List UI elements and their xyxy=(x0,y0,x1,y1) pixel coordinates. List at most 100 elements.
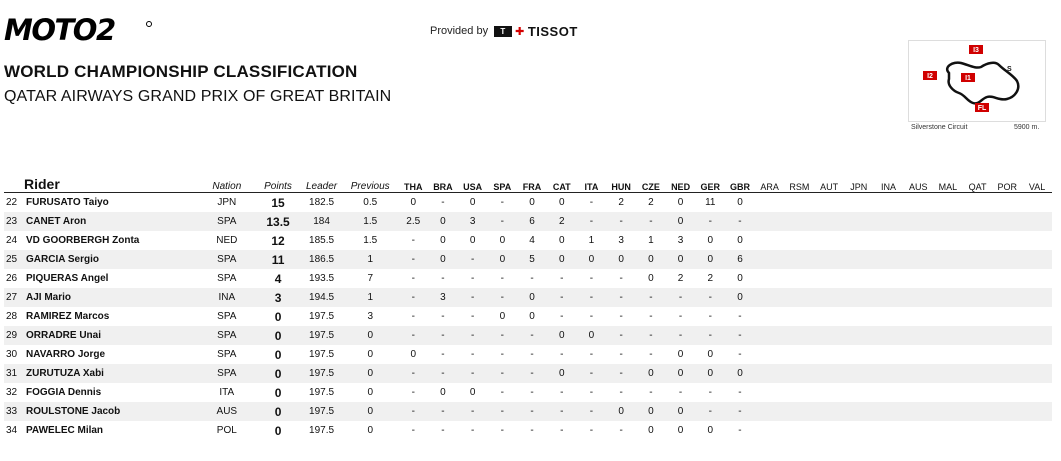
svg-text:I2: I2 xyxy=(927,73,933,80)
race-result-por xyxy=(992,231,1022,250)
race-result-qat xyxy=(962,250,993,269)
rider-cell: 27 AJI Mario xyxy=(4,288,199,307)
position-number: 29 xyxy=(6,330,18,341)
race-result-rsm xyxy=(785,383,815,402)
race-result-spa: - xyxy=(500,273,505,284)
race-result-ara xyxy=(754,288,785,307)
previous-gap-cell: 0 xyxy=(367,425,373,436)
previous-gap-cell: 0 xyxy=(342,364,399,383)
header-race-jpn: JPN xyxy=(843,172,874,193)
header-race-ned: NED xyxy=(665,172,696,193)
race-result-ara xyxy=(754,326,785,345)
position-number: 24 xyxy=(6,235,18,246)
position-number: 31 xyxy=(6,368,18,379)
points-cell: 4 xyxy=(274,271,282,286)
sponsor-name: TISSOT xyxy=(527,23,578,39)
race-result-rsm xyxy=(784,250,815,269)
race-result-jpn xyxy=(843,402,874,421)
race-result-aus xyxy=(903,288,934,307)
race-result-qat xyxy=(963,269,993,288)
race-result-por xyxy=(992,383,1022,402)
race-result-bra: - xyxy=(428,326,458,345)
race-result-spa: 0 xyxy=(499,311,506,322)
points-cell: 0 xyxy=(274,347,282,362)
race-result-aus xyxy=(903,212,934,231)
header-race-aus: AUS xyxy=(903,172,934,193)
rider-cell: 25 GARCIA Sergio xyxy=(4,250,199,269)
race-result-mal xyxy=(933,288,963,307)
race-result-ina xyxy=(873,288,904,307)
race-result-val xyxy=(1022,421,1052,440)
position-number: 23 xyxy=(6,216,18,227)
race-result-fra: - xyxy=(530,349,534,360)
race-result-tha: - xyxy=(398,364,429,383)
sector-marker-i2: I2 xyxy=(923,71,937,80)
previous-gap-cell: 1 xyxy=(342,288,399,307)
start-marker: S xyxy=(1007,66,1012,73)
table-row: 26 PIQUERAS Angel SPA 4 193.5 7 - - - - - - - - 0 2 2 0 xyxy=(4,269,1052,288)
race-result-ara xyxy=(755,345,785,364)
race-result-ara xyxy=(755,307,785,326)
rider-cell: 31 ZURUTUZA Xabi xyxy=(4,364,199,383)
rider-name: CANET Aron xyxy=(26,216,87,227)
race-result-ned: 3 xyxy=(677,235,684,246)
race-result-ita: - xyxy=(589,349,594,360)
leader-gap-cell: 186.5 xyxy=(301,250,343,269)
race-result-ara xyxy=(754,250,785,269)
race-result-cze: - xyxy=(649,349,653,360)
race-result-cze: - xyxy=(636,326,666,345)
race-result-gbr: - xyxy=(725,402,755,421)
rider-name: VD GOORBERGH Zonta xyxy=(26,235,140,246)
race-result-ned: 0 xyxy=(677,197,684,208)
race-result-ita: - xyxy=(589,197,594,208)
header-race-fra: FRA xyxy=(517,172,547,193)
race-result-jpn xyxy=(844,421,874,440)
race-result-por xyxy=(992,288,1023,307)
race-result-jpn xyxy=(843,212,874,231)
race-result-mal xyxy=(933,345,963,364)
table-row: 24 VD GOORBERGH Zonta NED 12 185.5 1.5 - 0 0 0 4 0 1… xyxy=(4,231,1052,250)
nation-cell: AUS xyxy=(198,402,255,421)
race-result-mal xyxy=(933,307,963,326)
race-result-aut xyxy=(814,288,844,307)
race-result-aut xyxy=(814,326,844,345)
race-result-spa: - xyxy=(487,326,518,345)
race-result-fra: 5 xyxy=(517,250,547,269)
header-race-qat: QAT xyxy=(962,172,993,193)
race-result-bra: - xyxy=(441,425,445,436)
race-result-usa: - xyxy=(470,425,475,436)
header-rider: Rider xyxy=(4,172,199,193)
header-race-tha: THA xyxy=(398,172,429,193)
race-result-val xyxy=(1022,193,1052,213)
race-result-fra: 4 xyxy=(529,235,535,246)
table-row: 33 ROULSTONE Jacob AUS 0 197.5 0- - - - - - -0 0 0- - xyxy=(4,402,1052,421)
race-result-por xyxy=(992,345,1022,364)
race-result-aut xyxy=(814,193,844,213)
leader-gap-cell: 197.5 xyxy=(301,402,343,421)
race-result-aut xyxy=(814,345,844,364)
race-result-aut xyxy=(814,402,844,421)
points-cell: 0 xyxy=(274,309,282,324)
race-result-qat xyxy=(962,288,993,307)
previous-gap-cell: 0.5 xyxy=(363,197,378,208)
race-result-spa: - xyxy=(500,349,505,360)
circuit-name: Silverstone Circuit xyxy=(911,124,968,131)
leader-gap-cell: 197.5 xyxy=(301,326,343,345)
race-result-ger: - xyxy=(708,311,712,322)
table-row: 27 AJI Mario INA 3 194.5 1-3- -0- - - - - -0 xyxy=(4,288,1052,307)
race-result-mal xyxy=(933,231,963,250)
race-result-ina xyxy=(874,383,904,402)
moto2-logo: MOTO2 xyxy=(4,16,154,45)
race-result-ned: 0 xyxy=(665,212,696,231)
race-result-aus xyxy=(903,307,933,326)
race-result-usa: - xyxy=(457,326,488,345)
race-result-ned: 0 xyxy=(677,349,684,360)
race-result-ger: - xyxy=(695,288,726,307)
race-result-val xyxy=(1022,364,1052,383)
race-result-cze: 2 xyxy=(648,197,654,208)
race-result-gbr: - xyxy=(738,349,742,360)
race-result-hun: - xyxy=(606,364,637,383)
race-result-usa: - xyxy=(470,273,475,284)
leader-gap-cell: 185.5 xyxy=(309,235,335,246)
race-result-ned: - xyxy=(665,288,696,307)
